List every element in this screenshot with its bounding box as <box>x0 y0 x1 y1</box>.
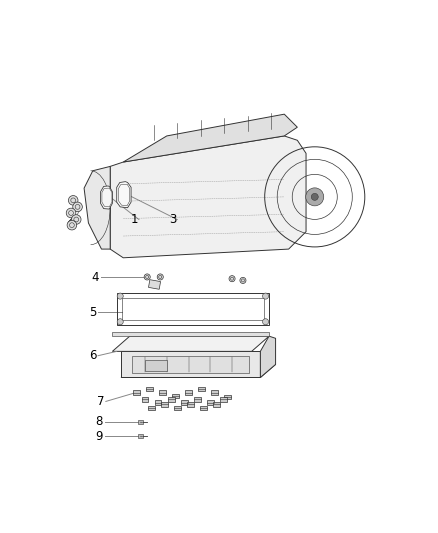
Bar <box>132 356 250 373</box>
Circle shape <box>306 188 324 206</box>
Bar <box>185 391 192 395</box>
Circle shape <box>71 215 81 224</box>
Bar <box>168 397 174 401</box>
Circle shape <box>144 274 150 280</box>
PathPatch shape <box>113 336 269 351</box>
Bar <box>148 406 155 410</box>
Bar <box>161 402 168 407</box>
Bar <box>141 397 148 401</box>
Circle shape <box>229 276 235 282</box>
Bar <box>213 402 220 407</box>
Bar <box>138 434 143 438</box>
Bar <box>194 397 201 401</box>
Bar <box>200 406 207 410</box>
Circle shape <box>262 319 268 325</box>
PathPatch shape <box>260 336 276 377</box>
Text: 1: 1 <box>131 213 138 226</box>
PathPatch shape <box>113 332 269 336</box>
Text: 7: 7 <box>97 395 104 408</box>
Bar <box>174 406 181 410</box>
PathPatch shape <box>84 166 110 249</box>
Bar <box>146 387 153 392</box>
Bar <box>172 394 179 399</box>
Circle shape <box>67 220 77 230</box>
Bar <box>198 387 205 392</box>
Bar <box>187 402 194 407</box>
Bar <box>117 293 269 325</box>
Circle shape <box>311 193 318 200</box>
Bar <box>207 400 214 405</box>
Bar <box>155 400 162 405</box>
Circle shape <box>240 277 246 284</box>
Bar <box>181 400 187 405</box>
Circle shape <box>117 319 123 325</box>
Circle shape <box>73 202 82 212</box>
Text: 4: 4 <box>91 271 99 284</box>
Bar <box>220 397 227 401</box>
PathPatch shape <box>123 114 297 162</box>
Circle shape <box>262 293 268 299</box>
Circle shape <box>117 293 123 299</box>
PathPatch shape <box>121 365 276 377</box>
PathPatch shape <box>121 351 260 377</box>
Text: 2: 2 <box>67 213 74 226</box>
Text: 5: 5 <box>89 306 96 319</box>
PathPatch shape <box>117 182 131 208</box>
Bar <box>148 280 161 289</box>
Text: 6: 6 <box>89 349 96 362</box>
Bar <box>159 391 166 395</box>
Bar <box>122 298 264 320</box>
Circle shape <box>66 208 76 218</box>
Bar <box>224 395 231 399</box>
Bar <box>211 391 218 395</box>
Circle shape <box>68 196 78 205</box>
Text: 8: 8 <box>95 415 103 429</box>
PathPatch shape <box>101 186 113 209</box>
Text: 9: 9 <box>95 430 103 443</box>
Bar <box>138 420 143 424</box>
Bar <box>145 360 167 371</box>
Circle shape <box>157 274 163 280</box>
PathPatch shape <box>110 136 306 258</box>
Bar <box>133 391 140 395</box>
Text: 3: 3 <box>170 213 177 226</box>
